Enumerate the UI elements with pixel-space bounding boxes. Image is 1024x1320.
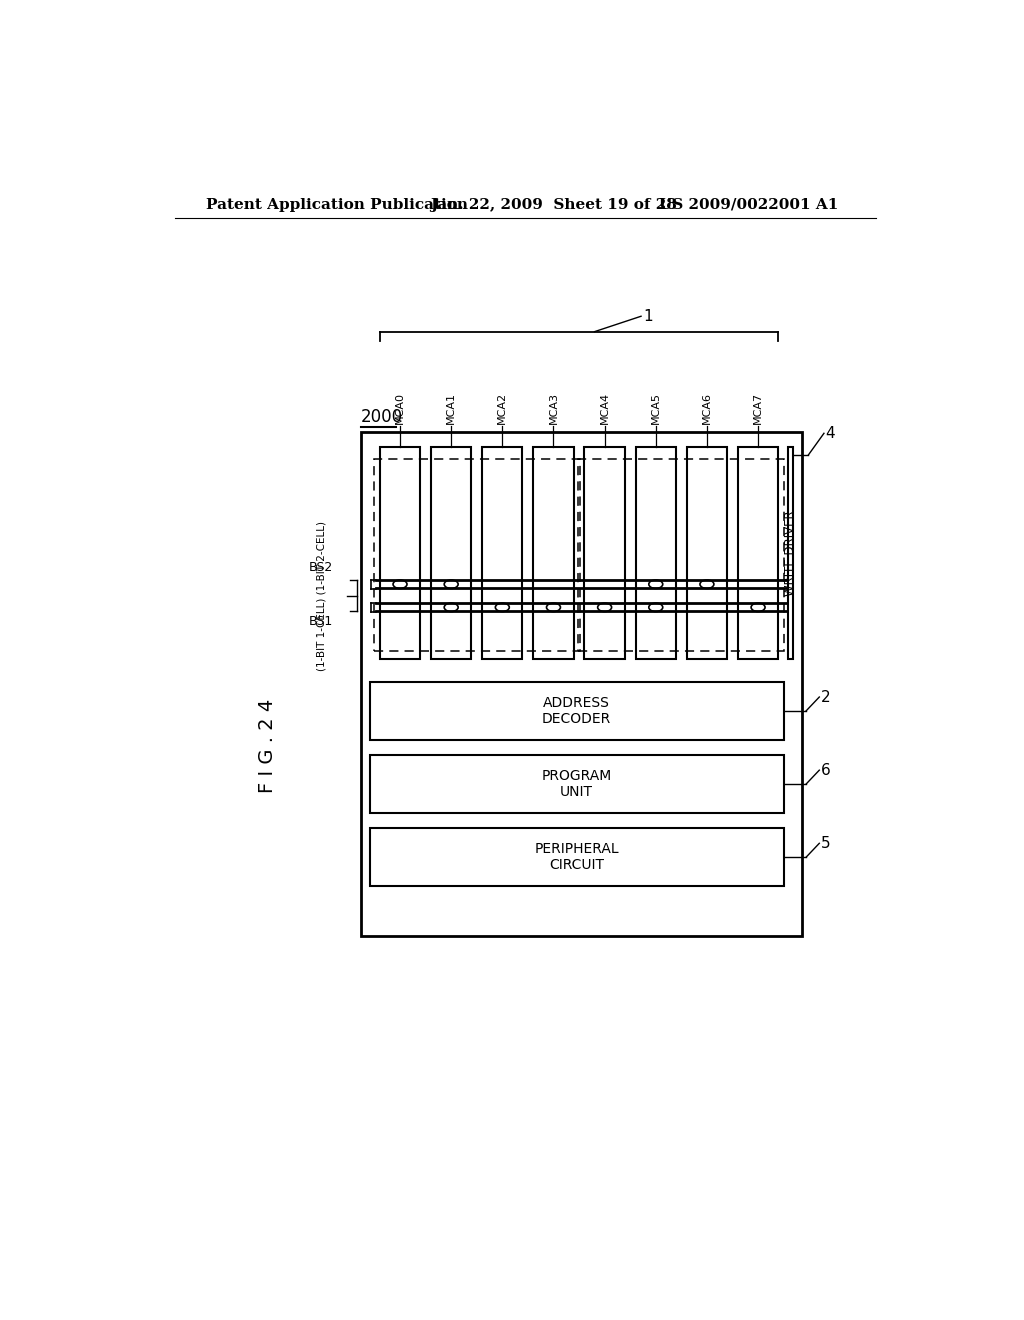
Bar	[380, 447, 420, 659]
Ellipse shape	[444, 579, 458, 589]
Bar	[482, 447, 522, 659]
Text: 4: 4	[825, 426, 836, 441]
Ellipse shape	[444, 603, 458, 611]
Text: MCA1: MCA1	[446, 392, 456, 424]
Text: 5: 5	[821, 836, 830, 851]
Text: MCA5: MCA5	[651, 392, 660, 424]
Text: 6: 6	[821, 763, 830, 777]
Ellipse shape	[496, 603, 509, 611]
Text: MCA7: MCA7	[753, 392, 763, 424]
Text: (1-BIT 1-CELL) (1-BIT 2-CELL): (1-BIT 1-CELL) (1-BIT 2-CELL)	[316, 521, 327, 671]
Text: MCA6: MCA6	[701, 392, 712, 424]
Text: WRITE DRIVER: WRITE DRIVER	[783, 511, 797, 595]
Bar	[636, 447, 676, 659]
Text: PROGRAM
UNIT: PROGRAM UNIT	[542, 770, 612, 799]
Text: 1: 1	[643, 309, 653, 323]
Text: Jan. 22, 2009  Sheet 19 of 28: Jan. 22, 2009 Sheet 19 of 28	[430, 198, 677, 211]
Text: MCA3: MCA3	[549, 392, 558, 424]
Bar	[585, 447, 625, 659]
Ellipse shape	[649, 603, 663, 611]
Bar	[579, 459, 784, 651]
Bar	[370, 755, 783, 813]
Text: MCA4: MCA4	[600, 392, 609, 424]
Bar	[534, 447, 573, 659]
Text: F I G . 2 4: F I G . 2 4	[258, 698, 278, 792]
Text: 2: 2	[821, 689, 830, 705]
Text: Patent Application Publication: Patent Application Publication	[206, 198, 468, 211]
Text: 2000: 2000	[360, 408, 402, 425]
Bar	[370, 829, 783, 886]
Bar	[687, 447, 727, 659]
Text: MCA0: MCA0	[395, 392, 406, 424]
Ellipse shape	[751, 603, 765, 611]
Ellipse shape	[700, 579, 714, 589]
Bar	[431, 447, 471, 659]
Bar	[738, 447, 778, 659]
Bar	[370, 682, 783, 739]
Text: PERIPHERAL
CIRCUIT: PERIPHERAL CIRCUIT	[535, 842, 620, 873]
Bar	[360, 432, 802, 936]
Text: MCA2: MCA2	[498, 392, 507, 424]
Text: BS1: BS1	[309, 615, 334, 628]
Ellipse shape	[393, 579, 407, 589]
Ellipse shape	[547, 603, 560, 611]
Ellipse shape	[598, 603, 611, 611]
Bar	[374, 459, 580, 651]
Bar	[787, 447, 793, 659]
Text: ADDRESS
DECODER: ADDRESS DECODER	[542, 696, 611, 726]
Ellipse shape	[649, 579, 663, 589]
Text: BS2: BS2	[309, 561, 334, 574]
Text: US 2009/0022001 A1: US 2009/0022001 A1	[658, 198, 839, 211]
